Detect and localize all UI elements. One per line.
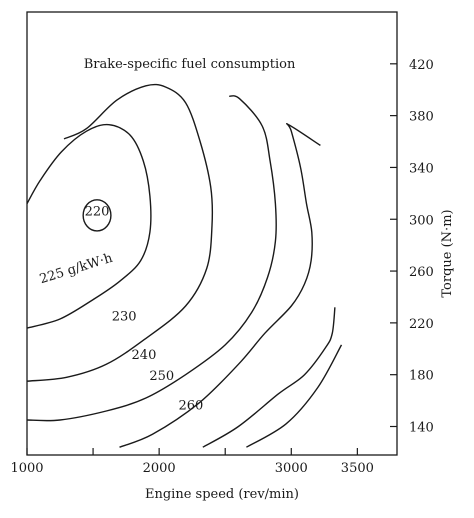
y-tick-label: 380 bbox=[409, 110, 434, 125]
y-tick-label: 340 bbox=[409, 161, 434, 176]
contour-line-250 bbox=[119, 122, 321, 448]
contour-line-220 bbox=[82, 199, 112, 232]
y-tick-label: 420 bbox=[409, 58, 434, 73]
contour-label-225: 225 g/kW·h bbox=[38, 251, 115, 288]
y-tick-label: 300 bbox=[409, 213, 434, 228]
contour-line-230 bbox=[26, 83, 214, 382]
y-tick-label: 220 bbox=[409, 317, 434, 332]
y-axis-title: Torque (N·m) bbox=[440, 209, 455, 297]
x-tick-labels: 1000 2000 3000 3500 bbox=[10, 461, 373, 476]
y-tick-label: 140 bbox=[409, 421, 434, 436]
contour-line-260 bbox=[202, 307, 336, 448]
plot-frame bbox=[26, 11, 398, 456]
contour-labels: 220 225 g/kW·h 230 240 250 260 bbox=[38, 204, 203, 413]
contour-lines bbox=[26, 83, 343, 448]
chart-title: Brake-specific fuel consumption bbox=[84, 57, 296, 72]
contour-line-outer bbox=[246, 344, 343, 448]
y-tick-labels: 140 180 220 260 300 340 380 420 bbox=[409, 58, 434, 436]
contour-label-230: 230 bbox=[112, 309, 137, 324]
x-tick-label: 1000 bbox=[10, 461, 43, 476]
contour-label-240: 240 bbox=[132, 348, 157, 363]
x-tick-label: 2000 bbox=[143, 461, 176, 476]
y-tick-label: 180 bbox=[409, 369, 434, 384]
contour-label-260: 260 bbox=[178, 399, 203, 414]
contour-label-250: 250 bbox=[149, 369, 174, 384]
contour-label-220: 220 bbox=[85, 204, 110, 219]
contour-line-240 bbox=[26, 95, 277, 422]
x-tick-label: 3500 bbox=[341, 461, 374, 476]
contour-line-225 bbox=[26, 123, 152, 329]
x-axis-title: Engine speed (rev/min) bbox=[145, 487, 299, 502]
x-tick-label: 3000 bbox=[275, 461, 308, 476]
axis-ticks bbox=[26, 63, 397, 455]
y-tick-label: 260 bbox=[409, 265, 434, 280]
